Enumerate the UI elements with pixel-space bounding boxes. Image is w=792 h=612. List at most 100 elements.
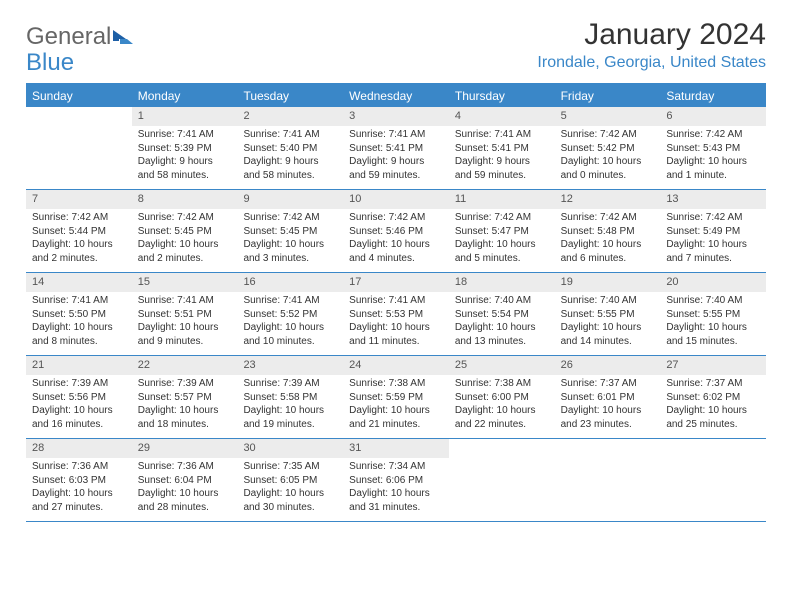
sunrise-text: Sunrise: 7:42 AM: [561, 128, 655, 142]
sunrise-text: Sunrise: 7:41 AM: [349, 294, 443, 308]
day-body: Sunrise: 7:42 AMSunset: 5:45 PMDaylight:…: [237, 209, 343, 269]
day-body: Sunrise: 7:42 AMSunset: 5:42 PMDaylight:…: [555, 126, 661, 186]
day-number: 16: [237, 273, 343, 292]
daylight-text: Daylight: 10 hours and 8 minutes.: [32, 321, 126, 348]
daylight-text: Daylight: 9 hours and 58 minutes.: [138, 155, 232, 182]
day-number: 7: [26, 190, 132, 209]
sunset-text: Sunset: 5:58 PM: [243, 391, 337, 405]
daylight-text: Daylight: 9 hours and 59 minutes.: [349, 155, 443, 182]
day-body: [660, 443, 766, 449]
calendar: Sunday Monday Tuesday Wednesday Thursday…: [26, 83, 766, 522]
daylight-text: Daylight: 10 hours and 10 minutes.: [243, 321, 337, 348]
day-body: Sunrise: 7:41 AMSunset: 5:41 PMDaylight:…: [449, 126, 555, 186]
day-number: 24: [343, 356, 449, 375]
sunset-text: Sunset: 6:00 PM: [455, 391, 549, 405]
sunset-text: Sunset: 5:50 PM: [32, 308, 126, 322]
sunrise-text: Sunrise: 7:35 AM: [243, 460, 337, 474]
sunset-text: Sunset: 5:55 PM: [666, 308, 760, 322]
daylight-text: Daylight: 10 hours and 14 minutes.: [561, 321, 655, 348]
day-body: Sunrise: 7:37 AMSunset: 6:02 PMDaylight:…: [660, 375, 766, 435]
brand-text-general: General: [26, 23, 111, 50]
day-header: Thursday: [449, 85, 555, 107]
sunset-text: Sunset: 5:45 PM: [243, 225, 337, 239]
day-number: 18: [449, 273, 555, 292]
day-cell: 3Sunrise: 7:41 AMSunset: 5:41 PMDaylight…: [343, 107, 449, 189]
daylight-text: Daylight: 10 hours and 28 minutes.: [138, 487, 232, 514]
day-header: Sunday: [26, 85, 132, 107]
day-number: 6: [660, 107, 766, 126]
week-row: 28Sunrise: 7:36 AMSunset: 6:03 PMDayligh…: [26, 439, 766, 522]
day-cell: 8Sunrise: 7:42 AMSunset: 5:45 PMDaylight…: [132, 190, 238, 272]
day-number: 8: [132, 190, 238, 209]
sunset-text: Sunset: 6:03 PM: [32, 474, 126, 488]
sunset-text: Sunset: 5:57 PM: [138, 391, 232, 405]
daylight-text: Daylight: 10 hours and 23 minutes.: [561, 404, 655, 431]
sunset-text: Sunset: 5:59 PM: [349, 391, 443, 405]
day-number: 28: [26, 439, 132, 458]
sunset-text: Sunset: 5:41 PM: [455, 142, 549, 156]
daylight-text: Daylight: 10 hours and 19 minutes.: [243, 404, 337, 431]
sunset-text: Sunset: 5:54 PM: [455, 308, 549, 322]
day-number: 17: [343, 273, 449, 292]
day-cell: 12Sunrise: 7:42 AMSunset: 5:48 PMDayligh…: [555, 190, 661, 272]
day-body: Sunrise: 7:41 AMSunset: 5:53 PMDaylight:…: [343, 292, 449, 352]
daylight-text: Daylight: 10 hours and 13 minutes.: [455, 321, 549, 348]
day-cell: 29Sunrise: 7:36 AMSunset: 6:04 PMDayligh…: [132, 439, 238, 521]
day-body: Sunrise: 7:41 AMSunset: 5:41 PMDaylight:…: [343, 126, 449, 186]
sunset-text: Sunset: 5:53 PM: [349, 308, 443, 322]
daylight-text: Daylight: 10 hours and 3 minutes.: [243, 238, 337, 265]
daylight-text: Daylight: 10 hours and 7 minutes.: [666, 238, 760, 265]
sunrise-text: Sunrise: 7:39 AM: [138, 377, 232, 391]
sunrise-text: Sunrise: 7:42 AM: [349, 211, 443, 225]
day-header: Wednesday: [343, 85, 449, 107]
day-body: Sunrise: 7:41 AMSunset: 5:51 PMDaylight:…: [132, 292, 238, 352]
day-number: 4: [449, 107, 555, 126]
day-body: Sunrise: 7:42 AMSunset: 5:44 PMDaylight:…: [26, 209, 132, 269]
location-text: Irondale, Georgia, United States: [537, 54, 766, 72]
brand-text-blue: Blue: [26, 49, 74, 76]
day-body: Sunrise: 7:42 AMSunset: 5:45 PMDaylight:…: [132, 209, 238, 269]
sunset-text: Sunset: 5:47 PM: [455, 225, 549, 239]
day-cell: [26, 107, 132, 189]
daylight-text: Daylight: 9 hours and 59 minutes.: [455, 155, 549, 182]
daylight-text: Daylight: 10 hours and 5 minutes.: [455, 238, 549, 265]
sunrise-text: Sunrise: 7:41 AM: [243, 294, 337, 308]
sunrise-text: Sunrise: 7:40 AM: [561, 294, 655, 308]
day-body: Sunrise: 7:42 AMSunset: 5:46 PMDaylight:…: [343, 209, 449, 269]
daylight-text: Daylight: 10 hours and 18 minutes.: [138, 404, 232, 431]
day-number: 31: [343, 439, 449, 458]
day-cell: 23Sunrise: 7:39 AMSunset: 5:58 PMDayligh…: [237, 356, 343, 438]
sunrise-text: Sunrise: 7:41 AM: [455, 128, 549, 142]
day-cell: 11Sunrise: 7:42 AMSunset: 5:47 PMDayligh…: [449, 190, 555, 272]
day-cell: 30Sunrise: 7:35 AMSunset: 6:05 PMDayligh…: [237, 439, 343, 521]
daylight-text: Daylight: 10 hours and 1 minute.: [666, 155, 760, 182]
sunset-text: Sunset: 5:56 PM: [32, 391, 126, 405]
day-number: 1: [132, 107, 238, 126]
day-cell: [449, 439, 555, 521]
sunrise-text: Sunrise: 7:34 AM: [349, 460, 443, 474]
daylight-text: Daylight: 10 hours and 30 minutes.: [243, 487, 337, 514]
day-cell: 27Sunrise: 7:37 AMSunset: 6:02 PMDayligh…: [660, 356, 766, 438]
day-body: Sunrise: 7:41 AMSunset: 5:40 PMDaylight:…: [237, 126, 343, 186]
day-cell: 14Sunrise: 7:41 AMSunset: 5:50 PMDayligh…: [26, 273, 132, 355]
day-number: 27: [660, 356, 766, 375]
sunrise-text: Sunrise: 7:38 AM: [349, 377, 443, 391]
daylight-text: Daylight: 10 hours and 6 minutes.: [561, 238, 655, 265]
day-body: Sunrise: 7:42 AMSunset: 5:49 PMDaylight:…: [660, 209, 766, 269]
daylight-text: Daylight: 10 hours and 21 minutes.: [349, 404, 443, 431]
daylight-text: Daylight: 10 hours and 11 minutes.: [349, 321, 443, 348]
day-cell: 5Sunrise: 7:42 AMSunset: 5:42 PMDaylight…: [555, 107, 661, 189]
day-cell: 18Sunrise: 7:40 AMSunset: 5:54 PMDayligh…: [449, 273, 555, 355]
title-block: January 2024 Irondale, Georgia, United S…: [537, 18, 766, 72]
day-header-row: Sunday Monday Tuesday Wednesday Thursday…: [26, 85, 766, 107]
day-body: Sunrise: 7:41 AMSunset: 5:50 PMDaylight:…: [26, 292, 132, 352]
sunrise-text: Sunrise: 7:39 AM: [32, 377, 126, 391]
daylight-text: Daylight: 10 hours and 31 minutes.: [349, 487, 443, 514]
sunrise-text: Sunrise: 7:40 AM: [666, 294, 760, 308]
day-number: 19: [555, 273, 661, 292]
week-row: 1Sunrise: 7:41 AMSunset: 5:39 PMDaylight…: [26, 107, 766, 190]
day-body: Sunrise: 7:39 AMSunset: 5:56 PMDaylight:…: [26, 375, 132, 435]
day-number: 11: [449, 190, 555, 209]
sunset-text: Sunset: 6:04 PM: [138, 474, 232, 488]
day-number: 3: [343, 107, 449, 126]
